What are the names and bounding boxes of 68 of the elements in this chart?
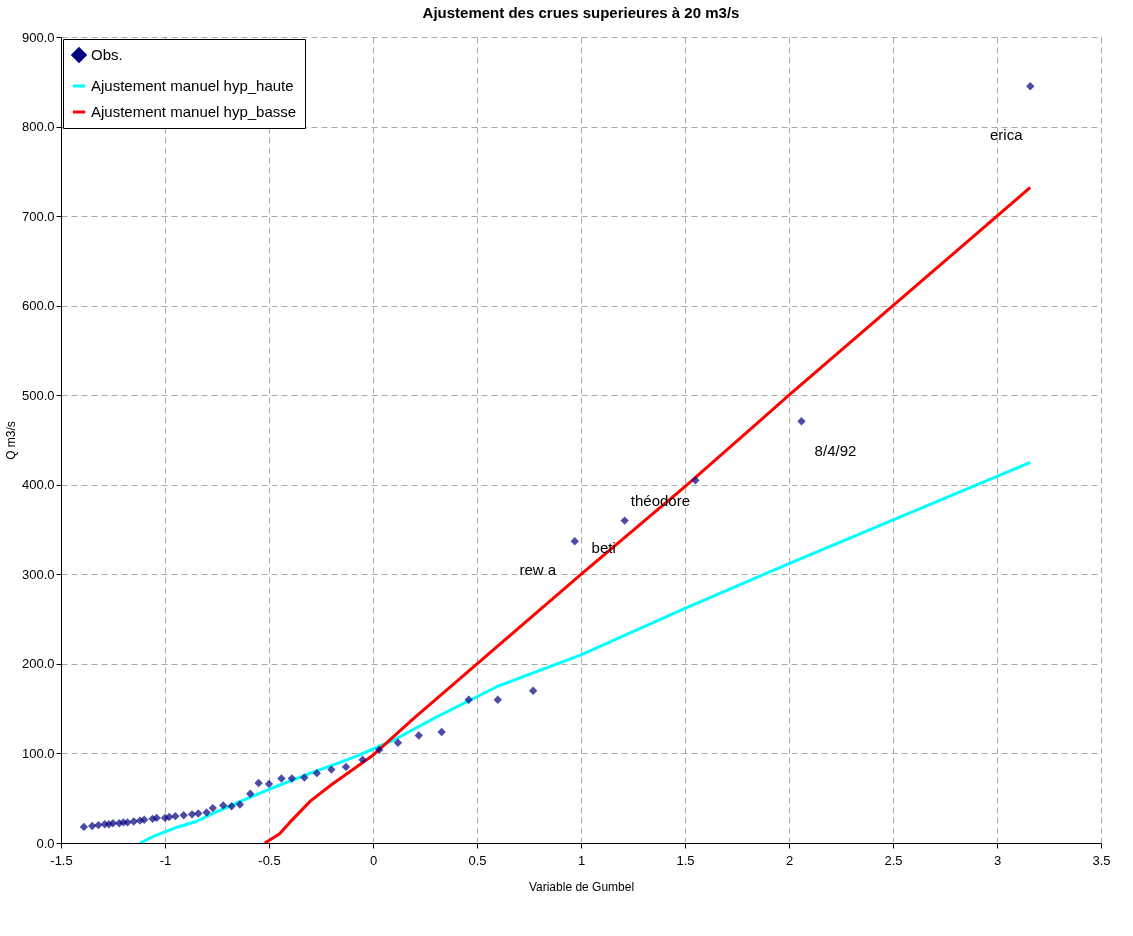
legend-label: Ajustement manuel hyp_basse: [91, 103, 297, 120]
legend-label: Ajustement manuel hyp_haute: [91, 77, 294, 94]
point: [620, 516, 629, 525]
point: [227, 802, 236, 811]
point: [88, 821, 97, 831]
y-axis-title: Q m3/s: [3, 421, 18, 460]
point: [79, 822, 89, 832]
y-tick-label: 900.0: [21, 29, 55, 45]
y-tick-label: 200.0: [21, 656, 55, 672]
point: [194, 809, 203, 818]
point: [570, 537, 579, 546]
chart-title: Ajustement des crues superieures à 20 m3/s: [422, 4, 740, 21]
point: [437, 727, 446, 737]
point: [171, 811, 180, 821]
point: [393, 738, 403, 747]
x-tick-label: 2.5: [884, 852, 903, 868]
point: [164, 812, 174, 822]
point: [797, 417, 806, 426]
x-tick-label: 2: [785, 852, 794, 868]
line-series: [138, 460, 1032, 843]
x-tick-label: -1.5: [50, 852, 73, 868]
y-tick-label: 100.0: [21, 745, 55, 761]
x-tick-label: 3: [993, 852, 1002, 868]
x-tick-label: 1: [577, 852, 586, 868]
point: [264, 779, 274, 789]
x-tick-label: 3.5: [1092, 852, 1111, 868]
y-tick-label: 400.0: [21, 477, 55, 493]
x-axis-title: Variable de Gumbel: [528, 879, 635, 894]
point: [312, 768, 322, 778]
x-tick-label: 1.5: [676, 852, 695, 868]
point: [254, 778, 263, 788]
point: [208, 803, 218, 813]
point: [375, 745, 384, 755]
point: [493, 695, 502, 704]
point: [277, 774, 286, 783]
point: [528, 686, 538, 695]
point: [179, 811, 188, 820]
y-tick-label: 0.0: [36, 835, 55, 851]
x-tick-label: -1: [159, 852, 172, 868]
point: [219, 801, 228, 810]
line-series: [263, 185, 1032, 843]
point: [691, 476, 700, 485]
y-tick-label: 800.0: [21, 119, 55, 135]
y-tick-label: 300.0: [21, 566, 55, 582]
y-tick-label: 600.0: [21, 298, 55, 314]
point: [123, 818, 132, 827]
annotation: erica: [990, 126, 1024, 144]
annotation: rew a: [519, 561, 557, 579]
point: [287, 774, 297, 783]
point: [300, 773, 309, 782]
point: [464, 695, 473, 704]
point: [246, 789, 255, 798]
point: [235, 800, 245, 809]
point: [341, 762, 351, 772]
point: [414, 731, 423, 740]
annotation: 8/4/92: [814, 442, 857, 460]
x-tick-label: -0.5: [258, 852, 281, 868]
x-tick-label: 0.5: [468, 852, 487, 868]
legend-label: Obs.: [91, 46, 123, 63]
point: [152, 813, 161, 823]
x-tick-label: 0: [369, 852, 378, 868]
point: [140, 815, 149, 824]
y-tick-label: 500.0: [21, 387, 55, 403]
y-tick-label: 700.0: [21, 208, 55, 224]
point: [202, 808, 211, 817]
point: [358, 755, 367, 764]
point: [327, 765, 336, 774]
point: [1026, 82, 1035, 91]
